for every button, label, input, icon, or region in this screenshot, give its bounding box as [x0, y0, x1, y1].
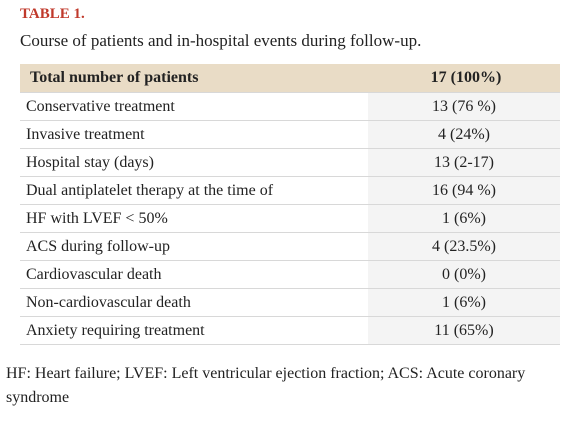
table-row: Dual antiplatelet therapy at the time of… — [20, 176, 560, 205]
table-cell: ACS during follow-up — [20, 232, 368, 261]
table-cell: Cardiovascular death — [20, 260, 368, 289]
table-cell: 4 (23.5%) — [368, 232, 560, 261]
table-caption: Course of patients and in-hospital event… — [20, 31, 422, 50]
table-cell: Invasive treatment — [20, 120, 368, 149]
table-cell: Anxiety requiring treatment — [20, 316, 368, 345]
footnote: HF: Heart failure; LVEF: Left ventricula… — [6, 365, 526, 406]
table-cell: HF with LVEF < 50% — [20, 204, 368, 233]
header-row: Total number of patients 17 (100%) — [20, 64, 560, 93]
table-cell: 4 (24%) — [368, 120, 560, 149]
table: Total number of patients 17 (100%) Conse… — [20, 64, 560, 345]
table-cell: 13 (2-17) — [368, 148, 560, 177]
table-label: TABLE 1. — [20, 6, 85, 22]
table-cell: Hospital stay (days) — [20, 148, 368, 177]
header-cell: Total number of patients — [20, 64, 368, 93]
table-cell: Conservative treatment — [20, 92, 368, 121]
table-cell: 1 (6%) — [368, 204, 560, 233]
table-row: Anxiety requiring treatment 11 (65%) — [20, 316, 560, 345]
table-cell: 11 (65%) — [368, 316, 560, 345]
table-cell: 1 (6%) — [368, 288, 560, 317]
table-cell: 0 (0%) — [368, 260, 560, 289]
table-cell: Dual antiplatelet therapy at the time of — [20, 176, 368, 205]
table-body: Total number of patients 17 (100%) Conse… — [20, 64, 560, 345]
table-row: Hospital stay (days) 13 (2-17) — [20, 148, 560, 177]
table-row: Invasive treatment 4 (24%) — [20, 120, 560, 149]
header-cell: 17 (100%) — [368, 64, 560, 93]
table-row: ACS during follow-up 4 (23.5%) — [20, 232, 560, 261]
table-row: Non-cardiovascular death 1 (6%) — [20, 288, 560, 317]
table-row: Cardiovascular death 0 (0%) — [20, 260, 560, 289]
table-cell: 16 (94 %) — [368, 176, 560, 205]
table-cell: 13 (76 %) — [368, 92, 560, 121]
table-row: HF with LVEF < 50% 1 (6%) — [20, 204, 560, 233]
table-cell: Non-cardiovascular death — [20, 288, 368, 317]
table-row: Conservative treatment 13 (76 %) — [20, 92, 560, 121]
